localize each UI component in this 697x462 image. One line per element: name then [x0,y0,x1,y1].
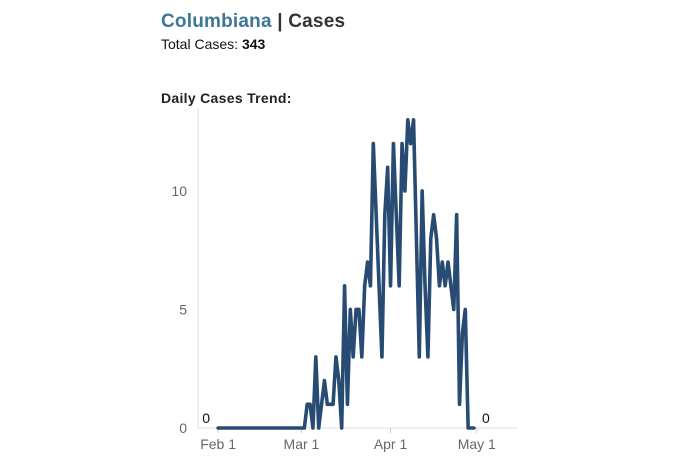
x-tick-label: May 1 [458,436,496,452]
chart-heading: Daily Cases Trend: [161,90,292,106]
x-tick-label: Mar 1 [284,436,320,452]
y-tick-label: 5 [179,301,187,317]
x-tick-label: Feb 1 [200,436,236,452]
total-cases-label: Total Cases: [161,36,239,52]
page-title: Columbiana | Cases [161,11,345,33]
total-cases-value: 343 [241,36,266,52]
ticks-layer: 0 5 10 Feb 1 Mar 1 Apr 1 May 1 [171,183,496,452]
y-tick-label: 10 [171,183,187,199]
section-name: Cases [288,11,346,32]
start-value-label: 0 [202,410,210,426]
title-separator: | [277,11,283,32]
end-value-label: 0 [482,410,490,426]
county-name: Columbiana [161,11,272,32]
x-tick-label: Apr 1 [374,436,408,452]
series-layer [216,118,476,430]
series-line-daily-cases [216,118,476,430]
total-cases: Total Cases: 343 [161,36,265,52]
axes-layer [197,108,517,429]
y-tick-label: 0 [179,420,187,436]
